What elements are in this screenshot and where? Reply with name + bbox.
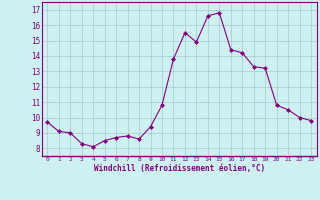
X-axis label: Windchill (Refroidissement éolien,°C): Windchill (Refroidissement éolien,°C) bbox=[94, 164, 265, 173]
